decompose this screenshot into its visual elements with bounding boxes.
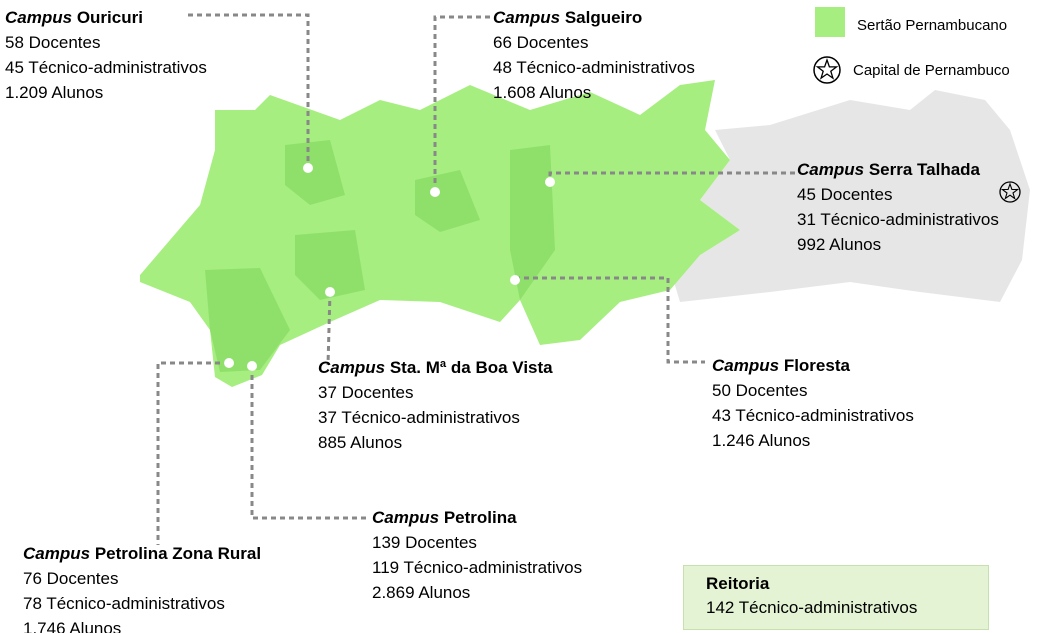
- campus-line: 76 Docentes: [23, 569, 119, 588]
- campus-line: 50 Docentes: [712, 381, 808, 400]
- campus-dots: [224, 163, 555, 371]
- campus-prefix: Campus: [712, 356, 780, 375]
- other-region: [668, 90, 1030, 302]
- capital-star: [999, 181, 1021, 203]
- campus-line: 45 Docentes: [797, 185, 893, 204]
- campus-label: Campus Sta. Mª da Boa Vista 37 Docentes 37…: [318, 355, 553, 455]
- campus-title: Campus Sta. Mª da Boa Vista: [318, 355, 553, 380]
- campus-line: 139 Docentes: [372, 533, 477, 552]
- campus-line: 2.869 Alunos: [372, 583, 471, 602]
- reitoria-box: Reitoria 142 Técnico-administrativos: [683, 565, 989, 630]
- campus-prefix: Campus: [493, 8, 561, 27]
- campus-line: 992 Alunos: [797, 235, 882, 254]
- campus-title: Campus Floresta: [712, 353, 914, 378]
- connectors: [156, 13, 795, 545]
- campus-line: 43 Técnico-administrativos: [712, 406, 914, 425]
- campus-title: Campus Serra Talhada: [797, 157, 999, 182]
- reitoria-title: Reitoria: [706, 574, 770, 593]
- campus-title: Campus Salgueiro: [493, 5, 695, 30]
- campus-line: 45 Técnico-administrativos: [5, 58, 207, 77]
- campus-label: Campus Petrolina 139 Docentes 119 Técnico-…: [372, 505, 582, 605]
- campus-label: Campus Serra Talhada 45 Docentes 31 Técnic…: [797, 157, 999, 257]
- campus-title: Campus Petrolina Zona Rural: [23, 541, 261, 566]
- campus-line: 66 Docentes: [493, 33, 589, 52]
- campus-label: Campus Ouricuri 58 Docentes 45 Técnico-adm…: [5, 5, 207, 105]
- campus-line: 1.746 Alunos: [23, 619, 122, 633]
- campus-name: Petrolina: [443, 508, 517, 527]
- campus-line: 58 Docentes: [5, 33, 101, 52]
- campus-line: 37 Docentes: [318, 383, 414, 402]
- reitoria-line: 142 Técnico-administrativos: [706, 598, 918, 617]
- campus-line: 1.246 Alunos: [712, 431, 811, 450]
- campus-prefix: Campus: [23, 544, 91, 563]
- campus-line: 37 Técnico-administrativos: [318, 408, 520, 427]
- legend-label: Sertão Pernambucano: [857, 17, 1008, 34]
- legend-star: [813, 56, 841, 84]
- campus-line: 78 Técnico-administrativos: [23, 594, 225, 613]
- campus-name: Serra Talhada: [868, 160, 980, 179]
- campus-title: Campus Ouricuri: [5, 5, 207, 30]
- campus-name: Ouricuri: [76, 8, 143, 27]
- campus-name: Salgueiro: [564, 8, 643, 27]
- campus-line: 1.608 Alunos: [493, 83, 592, 102]
- campus-prefix: Campus: [797, 160, 865, 179]
- campus-title: Campus Petrolina: [372, 505, 582, 530]
- legend-label: Capital de Pernambuco: [853, 62, 1010, 79]
- campus-line: 1.209 Alunos: [5, 83, 104, 102]
- campus-name: Floresta: [783, 356, 850, 375]
- legend-swatch: [815, 7, 845, 37]
- campus-name: Sta. Mª da Boa Vista: [389, 358, 553, 377]
- campus-prefix: Campus: [5, 8, 73, 27]
- campus-label: Campus Petrolina Zona Rural 76 Docentes 78…: [23, 541, 261, 633]
- campus-prefix: Campus: [318, 358, 386, 377]
- campus-line: 119 Técnico-administrativos: [372, 558, 583, 577]
- campus-prefix: Campus: [372, 508, 440, 527]
- campus-name: Petrolina Zona Rural: [94, 544, 262, 563]
- campus-line: 48 Técnico-administrativos: [493, 58, 695, 77]
- campus-label: Campus Floresta 50 Docentes 43 Técnico-adm…: [712, 353, 914, 453]
- campus-label: Campus Salgueiro 66 Docentes 48 Técnico-ad…: [493, 5, 695, 105]
- campus-line: 31 Técnico-administrativos: [797, 210, 999, 229]
- campus-line: 885 Alunos: [318, 433, 403, 452]
- sub-regions: [205, 140, 555, 372]
